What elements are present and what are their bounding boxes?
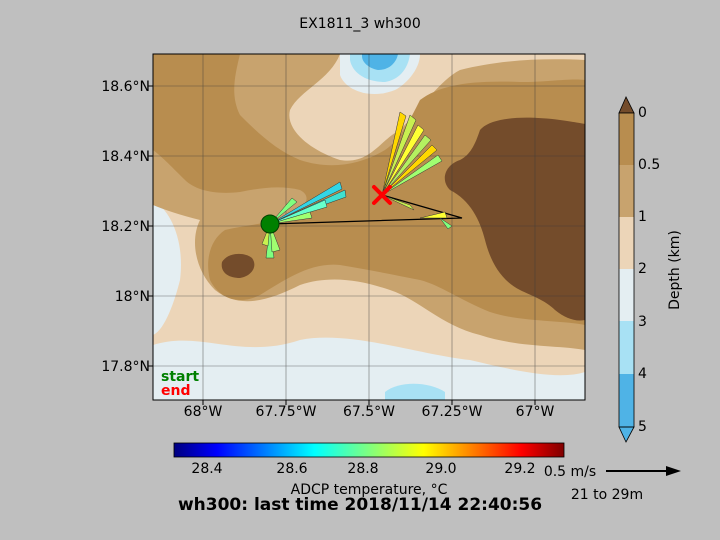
legend-end: end [161, 383, 190, 399]
scale-depth-range: 21 to 29m [571, 487, 643, 503]
bank-dark [444, 117, 585, 321]
scale-speed: 0.5 m/s [544, 464, 596, 480]
legend-start: start [161, 369, 199, 385]
temp-colorbar-gradient [173, 442, 565, 458]
map-grid [153, 54, 585, 400]
start-marker [260, 214, 280, 234]
lon-tick-label: 67.25°W [422, 404, 483, 420]
lat-tick-label: 18.2°N [101, 219, 150, 235]
depth-tick-label: 0 [638, 105, 647, 121]
lon-ticks: 68°W 67.75°W 67.5°W 67.25°W 67°W [184, 400, 555, 420]
depth-band-3 [619, 269, 634, 321]
depth-colorbar-frame [618, 112, 635, 428]
current-vectors-east [381, 111, 453, 230]
lat-tick-label: 17.8°N [101, 359, 150, 375]
lon-tick-label: 67°W [516, 404, 555, 420]
last-time-footer: wh300: last time 2018/11/14 22:40:56 [178, 495, 542, 515]
lon-tick-label: 67.5°W [343, 404, 395, 420]
depth-colorbar: 0 0.5 1 2 3 4 5 Depth (km) [618, 96, 683, 443]
end-marker [372, 185, 392, 205]
ship-track [260, 111, 463, 259]
scale-arrow-head [666, 466, 681, 476]
temp-tick-label: 28.8 [347, 461, 378, 477]
lon-tick-label: 68°W [184, 404, 223, 420]
depth-extend-bottom [618, 426, 635, 443]
depth-tick-label: 0.5 [638, 157, 660, 173]
temperature-colorbar: 28.4 28.6 28.8 29.0 29.2 ADCP temperatur… [173, 442, 565, 498]
deep-water-west [153, 200, 181, 335]
temp-colorbar-label: ADCP temperature, °C [291, 482, 448, 498]
depth-band-1 [619, 165, 634, 217]
lat-ticks: 18.6°N 18.4°N 18.2°N 18°N 17.8°N [101, 79, 153, 375]
temp-tick-label: 29.2 [504, 461, 535, 477]
lon-tick-label: 67.75°W [256, 404, 317, 420]
deepest-north [362, 54, 398, 70]
depth-band-5 [619, 374, 634, 427]
deep-blue-south [385, 383, 445, 400]
current-vectors-west [261, 181, 347, 259]
depth-band-4 [619, 321, 634, 374]
depth-tick-label: 4 [638, 366, 647, 382]
scale-reference: 0.5 m/s 21 to 29m [544, 464, 681, 503]
depth-band-0 [619, 113, 634, 165]
lat-tick-label: 18°N [115, 289, 150, 305]
lat-tick-label: 18.4°N [101, 149, 150, 165]
island-deep [221, 253, 255, 278]
depth-tick-label: 2 [638, 261, 647, 277]
depth-tick-label: 5 [638, 419, 647, 435]
temp-tick-label: 28.6 [276, 461, 307, 477]
depth-ticks: 0 0.5 1 2 3 4 5 [638, 105, 660, 435]
track-line [269, 194, 463, 225]
depth-band-2 [619, 217, 634, 269]
depth-extend-top [618, 96, 635, 114]
figure-title: EX1811_3 wh300 [299, 16, 420, 32]
depth-tick-label: 1 [638, 209, 647, 225]
temp-tick-label: 29.0 [425, 461, 456, 477]
temp-tick-label: 28.4 [191, 461, 222, 477]
temp-ticks: 28.4 28.6 28.8 29.0 29.2 [191, 461, 535, 477]
depth-colorbar-label: Depth (km) [667, 230, 683, 310]
lat-tick-label: 18.6°N [101, 79, 150, 95]
depth-tick-label: 3 [638, 314, 647, 330]
